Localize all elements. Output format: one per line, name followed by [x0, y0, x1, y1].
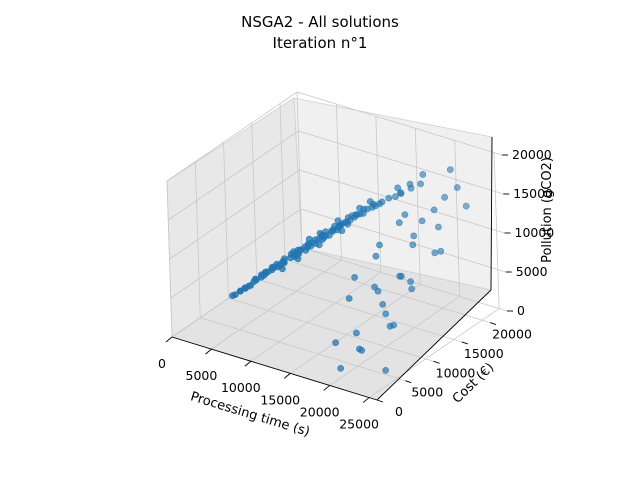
- data-point: [441, 193, 448, 201]
- data-point: [372, 252, 380, 260]
- x-tick-label: 20000: [300, 404, 340, 419]
- data-point: [379, 300, 387, 308]
- data-point: [417, 180, 424, 188]
- y-tick-label: 5000: [411, 385, 443, 400]
- data-point: [397, 190, 405, 197]
- data-point: [410, 232, 418, 240]
- data-point: [352, 329, 360, 337]
- data-point: [437, 247, 445, 255]
- z-axis-label: Pollution (gCO2): [540, 157, 555, 263]
- z-grid-line: [166, 91, 503, 182]
- x-tick: [283, 373, 291, 379]
- y-tick-label: 20000: [492, 327, 532, 342]
- data-point: [358, 346, 366, 354]
- data-point: [394, 184, 402, 192]
- data-point: [287, 254, 294, 262]
- data-point: [462, 202, 470, 210]
- y-tick-label: 0: [395, 404, 403, 419]
- x-tick-label: 15000: [260, 392, 300, 407]
- y-tick: [376, 399, 384, 403]
- y-tick-label: 15000: [464, 346, 504, 361]
- x-tick: [362, 397, 370, 403]
- y-tick-label: 10000: [436, 365, 476, 380]
- z-axis-line: [490, 136, 493, 291]
- x-tick: [165, 336, 173, 343]
- data-point: [409, 241, 417, 249]
- data-point: [236, 287, 244, 295]
- x-tick-label: 10000: [221, 380, 261, 395]
- x-tick: [205, 348, 212, 355]
- data-point: [382, 366, 389, 374]
- data-point: [332, 339, 339, 347]
- x-tick: [323, 385, 330, 391]
- data-point: [345, 295, 353, 302]
- x-tick-label: 5000: [186, 368, 218, 383]
- x-tick: [244, 360, 252, 367]
- data-point: [430, 206, 438, 214]
- data-point: [418, 217, 426, 225]
- data-point: [392, 193, 399, 200]
- data-point: [408, 285, 416, 293]
- data-point: [395, 219, 403, 227]
- data-point: [406, 180, 414, 188]
- y-tick: [461, 341, 468, 345]
- data-point: [366, 198, 374, 205]
- data-point: [386, 322, 394, 330]
- data-point: [446, 166, 454, 173]
- z-tick-label: 10000: [515, 225, 555, 240]
- scatter-points: [229, 166, 470, 374]
- chart-title: NSGA2 - All solutions: [241, 13, 399, 31]
- data-point: [385, 194, 393, 202]
- data-point: [453, 184, 461, 191]
- z-tick-label: 15000: [513, 186, 553, 201]
- y-tick: [489, 322, 497, 326]
- data-point: [397, 272, 405, 280]
- z-tick-label: 20000: [512, 147, 552, 162]
- data-point: [382, 310, 390, 318]
- data-point: [334, 217, 342, 225]
- x-tick-label: 25000: [339, 417, 379, 432]
- tick-labels: 0500010000150002000025000050001000015000…: [158, 147, 554, 432]
- chart-subtitle: Iteration n°1: [272, 34, 368, 52]
- data-point: [407, 278, 414, 285]
- data-point: [371, 283, 378, 291]
- z-tick-label: 5000: [516, 264, 548, 279]
- data-point: [229, 292, 236, 299]
- z-grid-line: [168, 130, 504, 221]
- data-point: [431, 249, 439, 257]
- data-point: [356, 204, 363, 212]
- x-tick-label: 0: [158, 356, 166, 371]
- tick-marks: [165, 154, 513, 403]
- data-point: [434, 223, 442, 231]
- data-point: [376, 241, 383, 249]
- data-point: [401, 211, 409, 218]
- data-point: [337, 364, 345, 372]
- z-tick-label: 0: [517, 303, 525, 318]
- y-tick: [405, 380, 412, 384]
- y-axis-line: [376, 289, 492, 401]
- data-point: [316, 229, 324, 237]
- y-tick: [433, 360, 440, 364]
- x-axis-line: [171, 336, 378, 401]
- data-point: [351, 273, 358, 281]
- axis-lines: [171, 136, 493, 401]
- chart-title-block: NSGA2 - All solutions Iteration n°1: [0, 12, 640, 54]
- data-point: [419, 171, 427, 178]
